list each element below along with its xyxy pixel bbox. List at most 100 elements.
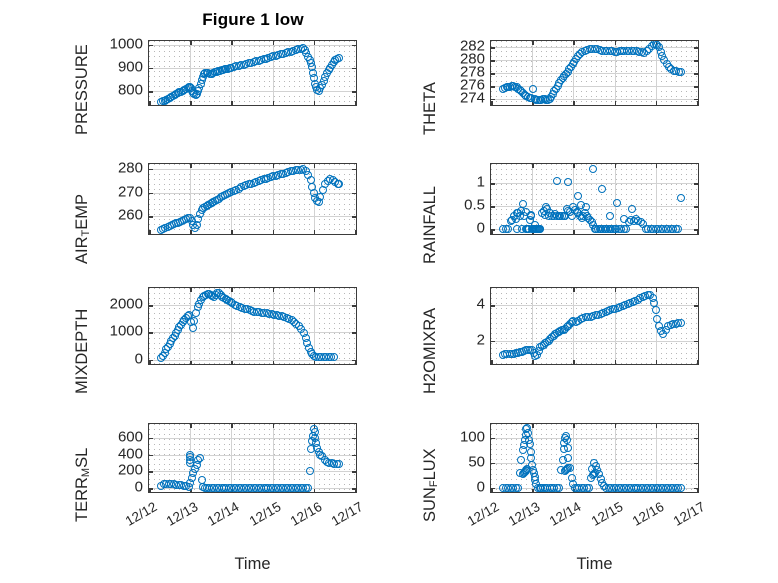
major-gridline-v xyxy=(313,288,315,364)
data-point xyxy=(562,435,571,444)
x-tickmark xyxy=(231,164,233,168)
major-gridline-v xyxy=(655,164,657,234)
x-tickmark xyxy=(655,164,658,168)
x-tick-label: 12/16 xyxy=(287,499,325,529)
subplot-mixdepth xyxy=(148,287,357,365)
x-tickmark xyxy=(573,230,575,234)
y-tickmark xyxy=(352,471,356,474)
major-gridline-h xyxy=(149,216,356,218)
x-tickmark xyxy=(313,360,316,364)
y-tickmark xyxy=(694,73,698,75)
data-point xyxy=(513,209,522,218)
y-tickmark xyxy=(491,340,495,343)
x-tickmark xyxy=(272,101,275,105)
major-gridline-v xyxy=(272,41,274,105)
x-tickmark xyxy=(190,41,192,45)
data-point xyxy=(676,318,685,327)
data-point xyxy=(334,53,343,62)
y-tick-label: 900 xyxy=(117,58,143,76)
x-tickmark xyxy=(697,360,698,364)
y-tick-label: 0.5 xyxy=(464,196,485,214)
plot-area-terr_msl xyxy=(148,423,357,493)
y-tickmark xyxy=(149,192,153,195)
x-tickmark xyxy=(190,288,192,292)
data-point xyxy=(598,184,607,193)
x-tickmark xyxy=(532,41,534,45)
major-gridline-v xyxy=(231,424,233,492)
y-tick-label: 1000 xyxy=(109,35,143,52)
major-gridline-h xyxy=(491,60,698,62)
data-point xyxy=(627,204,636,213)
y-axis-title-h2omixra: H2OMIXRA xyxy=(421,307,439,394)
y-tickmark xyxy=(149,454,153,457)
data-point xyxy=(316,193,325,202)
x-tickmark xyxy=(190,101,192,105)
x-tickmark xyxy=(355,230,356,234)
major-gridline-v xyxy=(614,288,616,364)
major-gridline-v xyxy=(313,424,315,492)
y-tickmark xyxy=(491,86,495,88)
y-tick-label: 4 xyxy=(476,295,485,313)
y-tick-label: 1 xyxy=(476,173,485,191)
x-tickmark xyxy=(655,288,658,292)
x-tick-label: 12/13 xyxy=(505,499,543,529)
y-tickmark xyxy=(491,183,495,185)
major-gridline-h xyxy=(491,487,698,489)
subplot-terr_msl xyxy=(148,423,357,493)
y-tickmark xyxy=(694,86,698,88)
data-point xyxy=(590,468,599,477)
x-tickmark xyxy=(573,164,575,168)
major-gridline-v xyxy=(190,41,192,105)
x-tick-label: 12/17 xyxy=(670,499,708,529)
x-tickmark xyxy=(573,41,575,45)
data-point xyxy=(676,67,685,76)
y-tickmark xyxy=(491,487,495,490)
y-tick-label: 280 xyxy=(459,50,485,68)
x-tickmark xyxy=(272,424,275,428)
y-tickmark xyxy=(352,454,356,457)
major-gridline-h xyxy=(149,471,356,473)
data-point xyxy=(542,203,551,212)
y-tickmark xyxy=(694,47,698,50)
data-point xyxy=(585,483,594,492)
x-tickmark xyxy=(272,288,275,292)
x-tickmark xyxy=(231,101,233,105)
data-point xyxy=(519,200,528,209)
subplot-rainfall xyxy=(490,163,699,235)
y-tick-label: 270 xyxy=(117,183,143,201)
y-tick-label: 276 xyxy=(459,76,485,94)
x-tickmark xyxy=(313,164,316,168)
y-tickmark xyxy=(352,488,356,491)
data-point xyxy=(676,483,685,492)
major-gridline-h xyxy=(149,332,356,334)
x-tickmark xyxy=(532,164,534,168)
data-point xyxy=(563,443,572,452)
x-tickmark xyxy=(614,360,617,364)
major-gridline-h xyxy=(149,454,356,456)
data-point xyxy=(573,192,582,201)
data-point xyxy=(188,323,197,332)
y-axis-title-base: AIR xyxy=(73,236,91,264)
y-axis-title-subscript: M xyxy=(80,467,92,478)
y-tick-label: 2000 xyxy=(109,295,143,313)
y-tickmark xyxy=(149,304,153,307)
figure-title: Figure 1 low xyxy=(202,10,304,29)
x-tickmark xyxy=(231,230,233,234)
y-axis-title-base: TERR xyxy=(73,477,91,522)
x-tickmark xyxy=(149,101,151,105)
major-gridline-h xyxy=(491,340,698,342)
y-axis-title-pressure: PRESSURE xyxy=(73,44,91,135)
data-point xyxy=(563,464,572,473)
y-axis-title-tail: LUX xyxy=(421,448,439,481)
y-axis-title-sun_flux: SUNFLUX xyxy=(421,448,440,522)
data-point xyxy=(555,483,564,492)
major-gridline-v xyxy=(655,424,657,492)
major-gridline-h xyxy=(149,437,356,439)
y-tickmark xyxy=(352,44,356,47)
y-tickmark xyxy=(694,60,698,62)
x-tickmark xyxy=(573,360,575,364)
data-point xyxy=(613,198,622,207)
y-tickmark xyxy=(491,462,495,465)
subplot-air_temp xyxy=(148,163,357,235)
y-tickmark xyxy=(352,437,356,440)
